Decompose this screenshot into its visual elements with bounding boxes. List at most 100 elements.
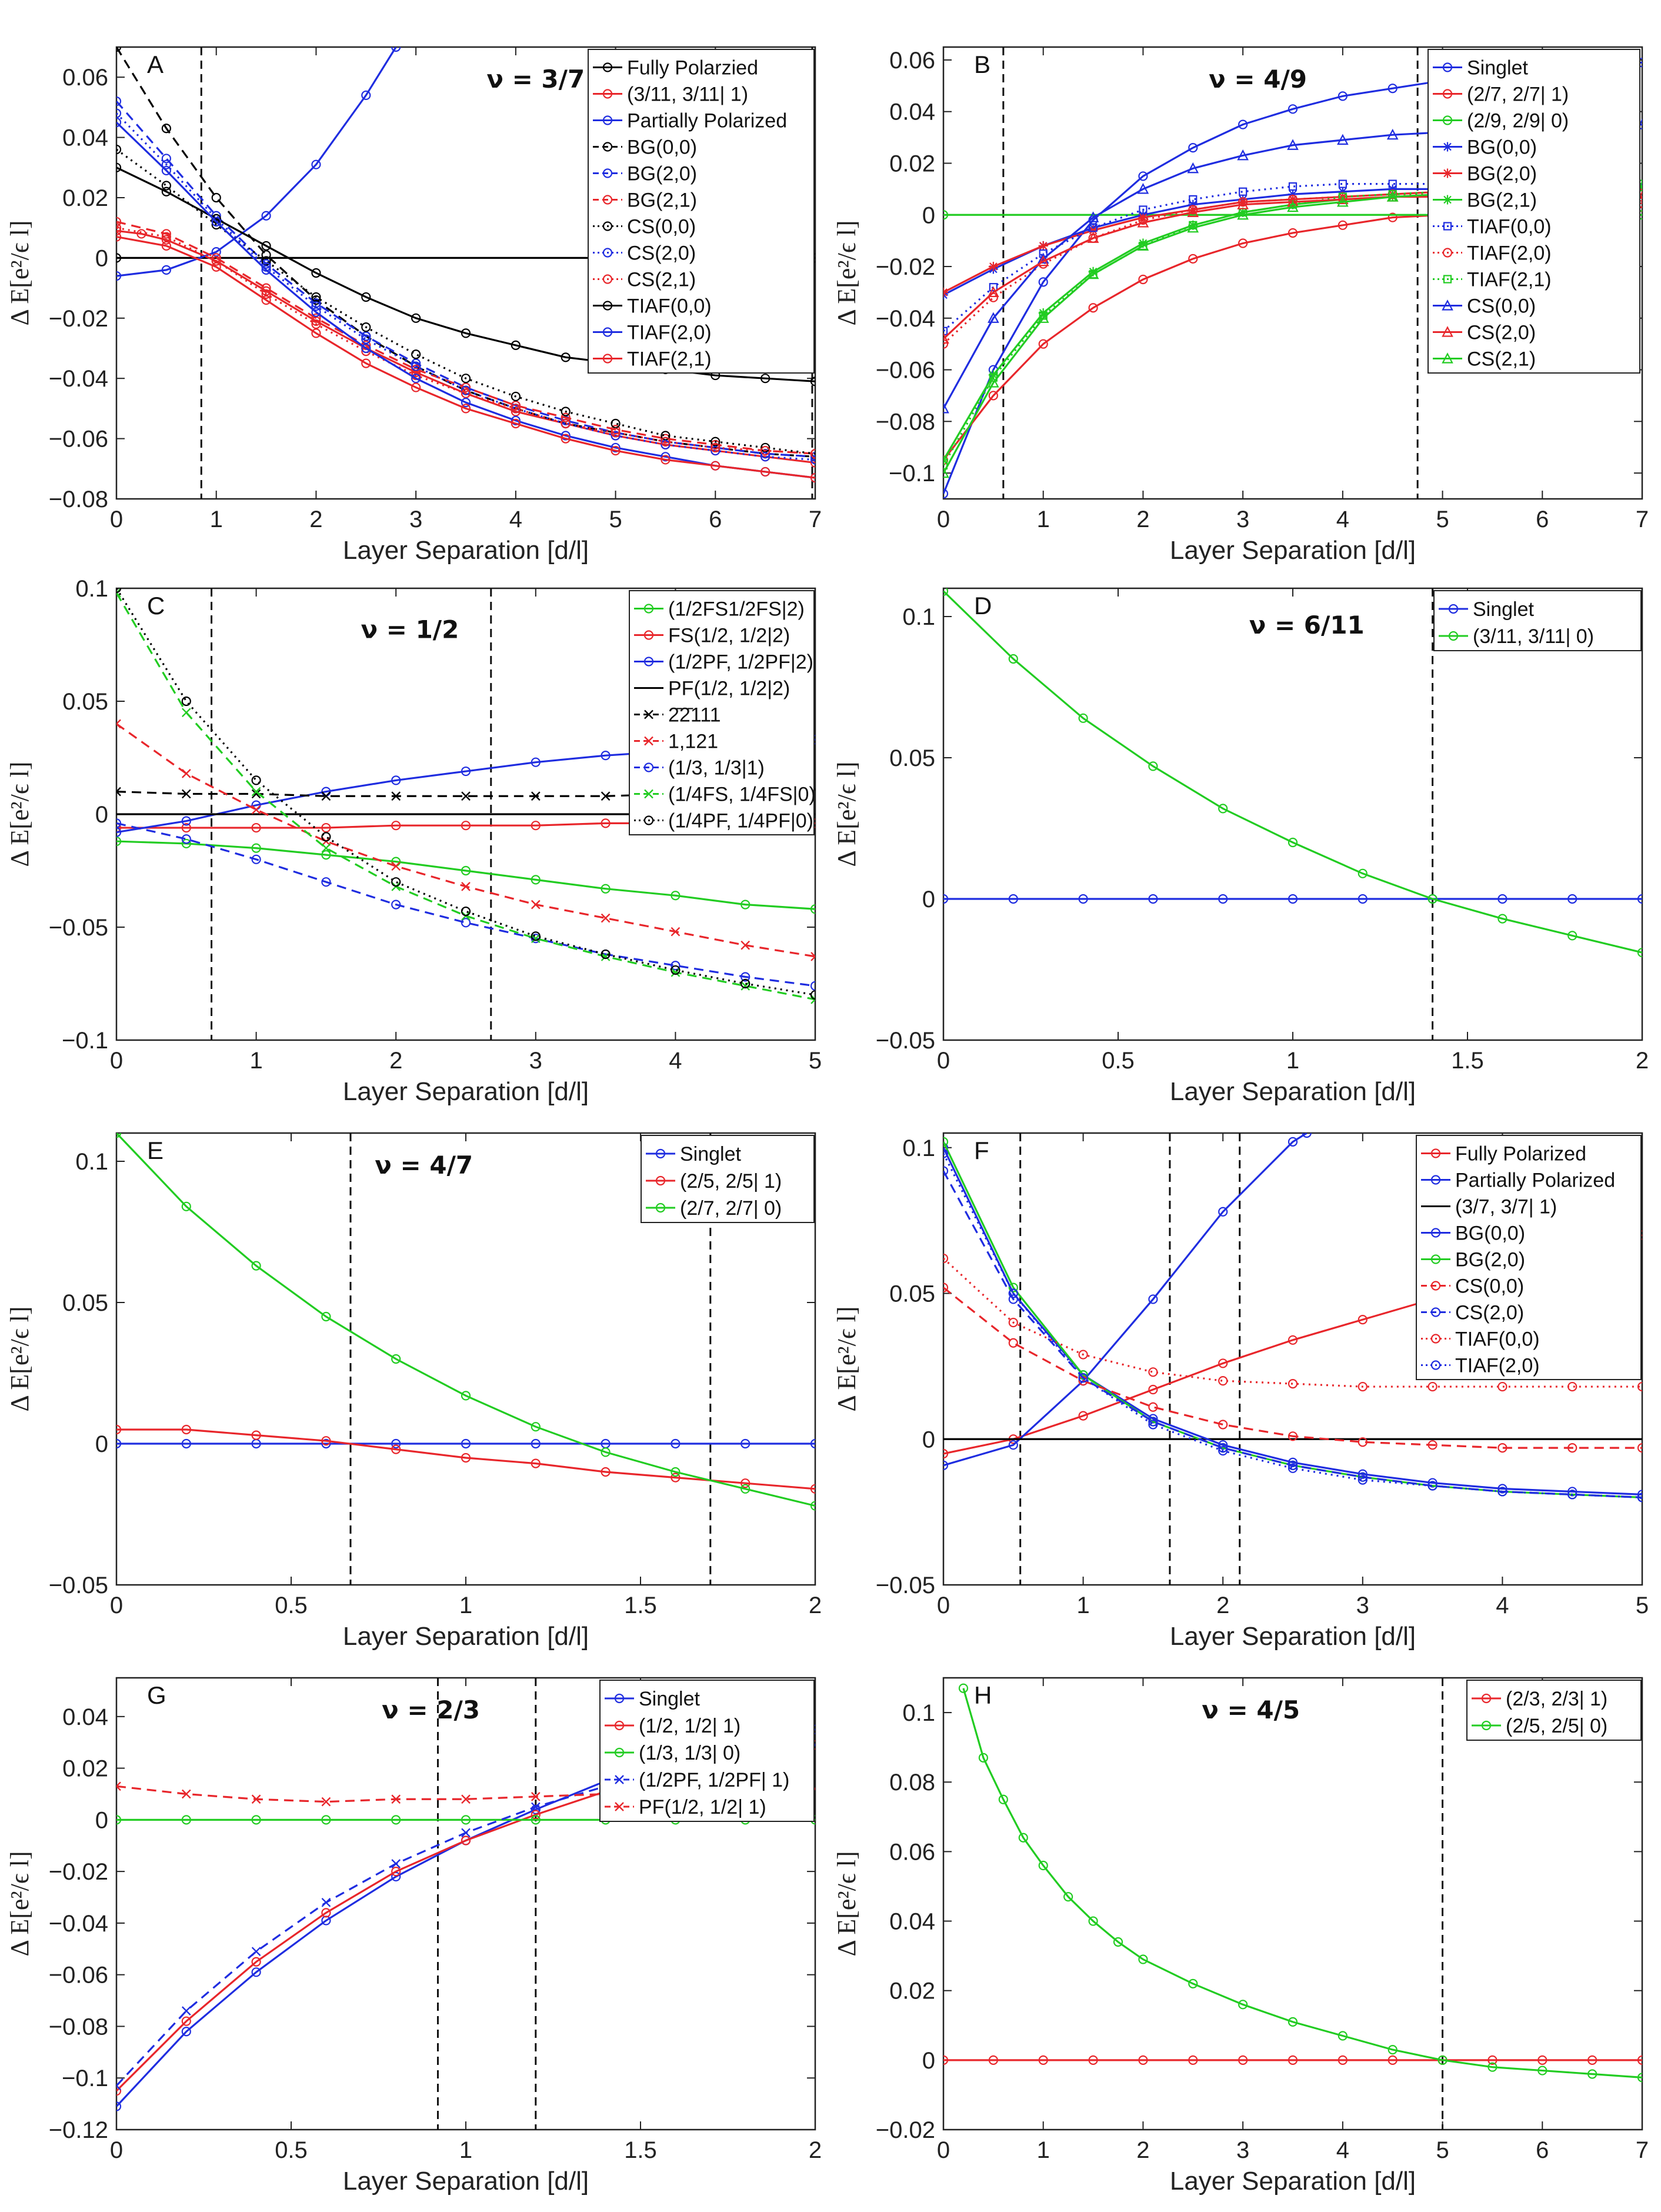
data-point <box>161 181 171 191</box>
data-point <box>1148 1420 1158 1430</box>
y-axis-label: Δ E[e²/ϵ l] <box>5 220 34 325</box>
legend-item: (1/2, 1/2| 1) <box>605 1715 741 1737</box>
data-point <box>601 913 611 923</box>
panel-title: ν = 6/11 <box>1249 611 1365 639</box>
data-point <box>601 751 611 761</box>
series-1 <box>943 588 1642 958</box>
legend-label: (2/7, 2/7| 0) <box>680 1197 782 1220</box>
y-tick-label: −0.02 <box>876 2117 935 2143</box>
data-point <box>1288 1431 1298 1441</box>
data-point <box>261 283 271 293</box>
x-axis-label: Layer Separation [d/l] <box>1170 1077 1416 1106</box>
data-point <box>1188 220 1198 230</box>
data-point <box>1238 197 1248 207</box>
y-tick-label: −0.06 <box>49 427 108 452</box>
data-point <box>943 2055 949 2065</box>
data-point <box>116 223 122 233</box>
data-point <box>181 1201 191 1211</box>
data-point <box>251 789 261 799</box>
legend-label: TIAF(2,1) <box>1467 269 1552 291</box>
legend-item: TIAF(2,0) <box>593 322 712 344</box>
data-point <box>116 588 121 598</box>
series-11 <box>116 232 815 483</box>
data-point <box>602 115 613 125</box>
data-point <box>614 1747 625 1758</box>
panel-label: D <box>974 592 992 619</box>
y-tick-label: 0.05 <box>889 1281 935 1307</box>
data-point <box>1637 1493 1642 1503</box>
legend-label: (2/5, 2/5| 1) <box>680 1170 782 1192</box>
x-tick-label: 1 <box>1286 1048 1299 1074</box>
data-point <box>1138 274 1148 285</box>
data-point <box>1567 1490 1577 1500</box>
legend-label: TIAF(2,0) <box>1467 242 1552 265</box>
series-8 <box>116 588 815 1000</box>
data-point <box>1338 2055 1348 2065</box>
y-tick-label: −0.06 <box>49 1963 108 1988</box>
series-line <box>943 1133 1308 1467</box>
y-tick-label: 0.06 <box>62 65 108 91</box>
x-tick-label: 1 <box>1037 2137 1050 2163</box>
legend-item: Fully Polarized <box>1421 1143 1586 1165</box>
y-tick-label: −0.08 <box>876 409 935 435</box>
x-tick-label: 0 <box>110 1048 123 1074</box>
data-point <box>511 415 521 425</box>
legend-label: BG(0,0) <box>1455 1222 1525 1245</box>
x-tick-label: 1 <box>210 507 223 532</box>
legend-item: BG(0,0) <box>1433 136 1537 159</box>
data-point <box>1008 1440 1018 1450</box>
series-line <box>943 193 1642 345</box>
legend-label: TIAF(2,0) <box>627 322 712 344</box>
x-tick-label: 2 <box>389 1048 402 1074</box>
data-point <box>1567 894 1577 904</box>
data-point <box>531 757 541 767</box>
data-point <box>1088 225 1098 235</box>
data-point <box>321 1438 331 1449</box>
legend-item: Partially Polarized <box>593 110 787 132</box>
x-tick-label: 4 <box>1336 2137 1349 2163</box>
y-tick-label: 0.02 <box>62 185 108 211</box>
data-point <box>531 875 541 885</box>
data-point <box>1288 1137 1298 1147</box>
data-point <box>391 877 401 887</box>
data-point <box>761 467 771 477</box>
data-point <box>1063 1892 1073 1902</box>
data-point <box>988 286 999 298</box>
data-point <box>116 108 122 118</box>
y-tick-label: −0.04 <box>49 1911 108 1937</box>
x-tick-label: 4 <box>509 507 522 532</box>
x-tick-label: 0.5 <box>275 2137 308 2163</box>
legend-box <box>1427 49 1640 374</box>
data-point <box>321 1815 331 1825</box>
data-point <box>602 301 613 311</box>
x-tick-label: 1.5 <box>624 1593 657 1618</box>
data-point <box>643 657 654 667</box>
data-point <box>181 1789 191 1799</box>
panel-b: 0 1 2 3 4 5 6 7 −0.1 −0.08 −0.06 −0.04 −0.02 0 0.02 0.0… <box>832 46 1649 565</box>
data-point <box>671 1473 681 1483</box>
data-point <box>1358 1437 1368 1447</box>
y-tick-label: −0.02 <box>49 306 108 332</box>
data-point <box>1637 2073 1642 2083</box>
legend-item: CS(2,1) <box>593 269 696 291</box>
data-point <box>161 124 171 134</box>
data-point <box>741 981 751 991</box>
x-tick-label: 7 <box>1636 2137 1649 2163</box>
legend-label: BG(2,0) <box>1455 1249 1525 1271</box>
series-line <box>116 1428 815 1490</box>
data-point <box>116 1781 121 1791</box>
data-point <box>1008 1317 1018 1328</box>
data-point <box>943 1142 949 1152</box>
data-point <box>1078 713 1088 723</box>
data-point <box>461 865 471 876</box>
panel-label: H <box>974 1681 992 1709</box>
legend-box <box>1466 1680 1642 1741</box>
data-point <box>1087 268 1099 279</box>
data-point <box>1437 2055 1447 2065</box>
data-point <box>943 1282 949 1292</box>
legend-label: (2/9, 2/9| 0) <box>1467 110 1569 132</box>
data-point <box>161 165 171 176</box>
data-point <box>561 412 571 422</box>
